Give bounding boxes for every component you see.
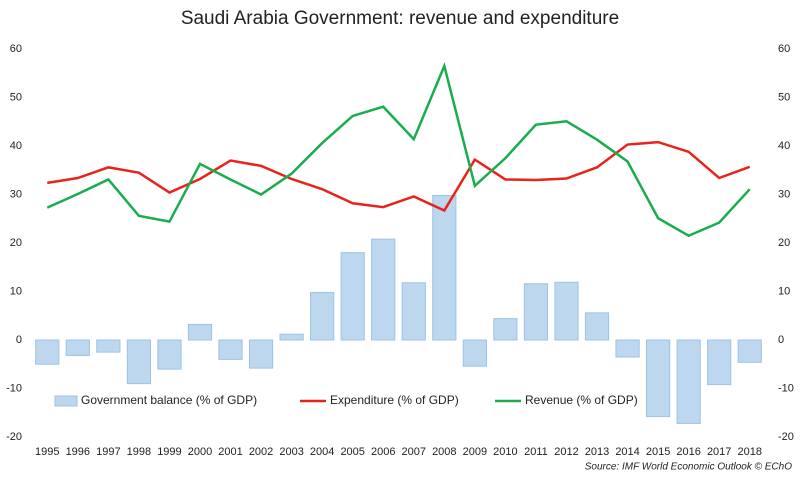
y-tick-label: 30 <box>10 188 22 200</box>
bar <box>615 339 640 358</box>
source-note: Source: IMF World Economic Outlook © ECh… <box>585 462 792 473</box>
x-tick-label: 2006 <box>371 446 395 458</box>
x-tick-label: 2009 <box>463 446 487 458</box>
x-tick-label: 2005 <box>340 446 364 458</box>
legend-swatch <box>54 395 78 407</box>
chart-title: Saudi Arabia Government: revenue and exp… <box>181 8 619 29</box>
bar <box>371 238 396 341</box>
bar <box>187 323 213 341</box>
x-tick-label: 2003 <box>279 446 303 458</box>
y-tick-label: -10 <box>6 382 22 394</box>
x-tick-label: 1995 <box>35 446 59 458</box>
x-tick-label: 2002 <box>249 446 273 458</box>
y2-tick-label: 30 <box>778 188 790 200</box>
bar <box>340 252 365 341</box>
bar <box>310 291 335 341</box>
bar <box>401 282 426 341</box>
x-tick-label: 2000 <box>188 446 212 458</box>
x-tick-label: 1997 <box>96 446 120 458</box>
x-tick-label: 2017 <box>707 446 731 458</box>
line-series <box>47 140 751 213</box>
bar <box>279 333 304 341</box>
bar <box>676 339 701 424</box>
x-tick-label: 1999 <box>157 446 181 458</box>
bar <box>432 194 457 341</box>
legend-label: Revenue (% of GDP) <box>525 393 638 407</box>
x-tick-label: 2012 <box>554 446 578 458</box>
x-tick-label: 1998 <box>127 446 151 458</box>
bar <box>65 339 90 357</box>
x-tick-label: 2008 <box>432 446 456 458</box>
y-tick-label: 50 <box>10 91 22 103</box>
bar <box>523 283 549 341</box>
x-tick-label: 2014 <box>615 446 639 458</box>
legend-label: Expenditure (% of GDP) <box>330 393 459 407</box>
line-series <box>46 62 751 238</box>
bar <box>737 339 762 363</box>
x-tick-label: 1996 <box>66 446 90 458</box>
bar <box>645 339 671 418</box>
x-tick-label: 2013 <box>585 446 609 458</box>
y2-tick-label: 60 <box>778 43 790 55</box>
y2-tick-label: 20 <box>778 237 790 249</box>
y-tick-label: 60 <box>10 43 22 55</box>
bar <box>248 339 274 369</box>
y-tick-label: 20 <box>10 237 22 249</box>
y2-tick-label: 10 <box>778 285 790 297</box>
bar <box>493 318 518 341</box>
x-tick-label: 2018 <box>737 446 761 458</box>
y-tick-label: -20 <box>6 431 22 443</box>
legend-label: Government balance (% of GDP) <box>81 393 257 407</box>
y-tick-label: 10 <box>10 285 22 297</box>
y-tick-label: 0 <box>16 334 22 346</box>
x-tick-label: 2001 <box>218 446 242 458</box>
y2-tick-label: 40 <box>778 140 790 152</box>
y2-tick-label: 0 <box>778 334 784 346</box>
bar <box>584 312 610 341</box>
bar <box>707 339 732 386</box>
x-tick-label: 2016 <box>676 446 700 458</box>
x-tick-label: 2010 <box>493 446 517 458</box>
y2-tick-label: -20 <box>778 431 794 443</box>
bar <box>218 339 243 360</box>
bar <box>554 281 579 341</box>
bar <box>157 339 182 370</box>
bar <box>126 339 152 385</box>
x-tick-label: 2011 <box>524 446 548 458</box>
y2-tick-label: -10 <box>778 382 794 394</box>
y-tick-label: 40 <box>10 140 22 152</box>
x-tick-label: 2004 <box>310 446 334 458</box>
x-tick-label: 2015 <box>646 446 670 458</box>
x-tick-label: 2007 <box>402 446 426 458</box>
bar <box>462 339 487 367</box>
bar <box>35 339 60 365</box>
y2-tick-label: 50 <box>778 91 790 103</box>
bar <box>96 339 121 353</box>
